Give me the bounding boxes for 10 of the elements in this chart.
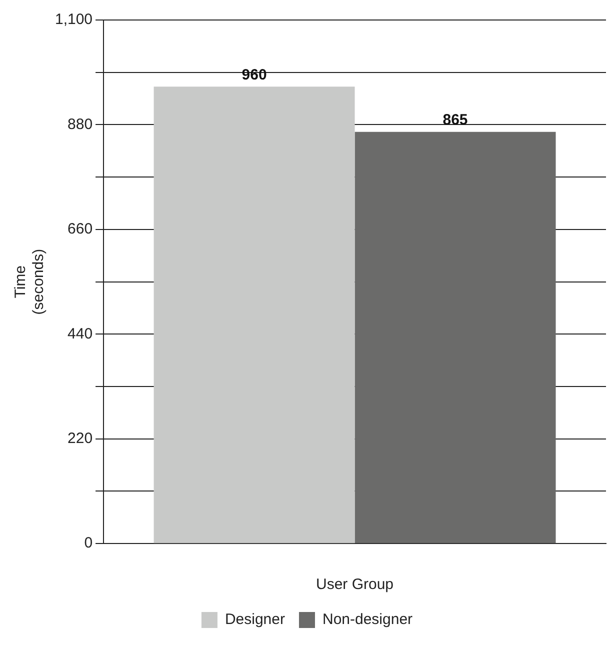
- y-axis-title: Time (seconds): [12, 248, 48, 315]
- y-tick-label: 0: [84, 534, 93, 552]
- legend-label: Non-designer: [322, 611, 413, 628]
- text: 1,100: [54, 11, 93, 28]
- y-tick-label: 880: [68, 116, 93, 133]
- y-tick-label: 220: [68, 430, 93, 448]
- y-tick-label: 660: [68, 220, 93, 238]
- x-axis-title: User Group: [316, 576, 394, 594]
- y-tick-label: 440: [68, 325, 93, 342]
- legend-label: Designer: [224, 611, 285, 628]
